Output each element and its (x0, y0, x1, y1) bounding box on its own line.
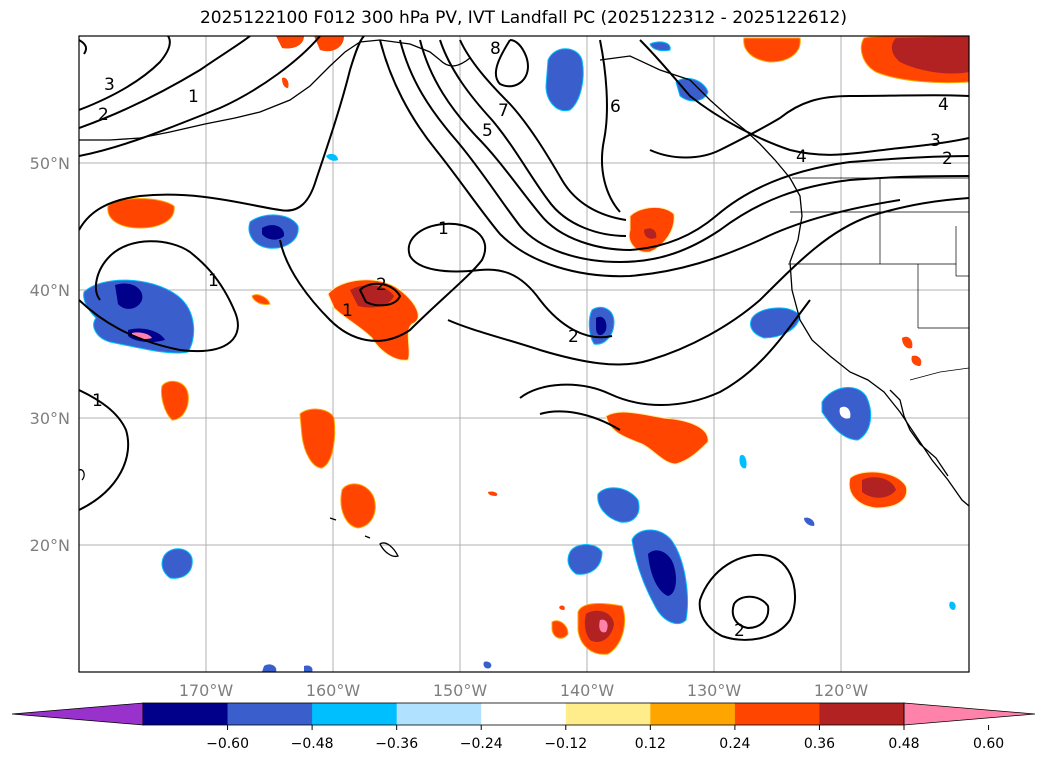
lon-label: 150°W (433, 681, 488, 700)
colorbar-segment (312, 703, 398, 725)
contour-label: 3 (930, 131, 941, 151)
colorbar-segment (650, 703, 736, 725)
lon-label: 120°W (814, 681, 869, 700)
colorbar-segment (481, 703, 567, 725)
colorbar-tick-label: 0.48 (888, 736, 919, 752)
lon-label: 170°W (179, 681, 234, 700)
contour-label: 2 (942, 149, 953, 169)
map-title: 2025122100 F012 300 hPa PV, IVT Landfall… (199, 8, 847, 28)
pv-contours (79, 36, 969, 641)
lat-label: 30°N (30, 409, 70, 428)
contour-label: 1 (92, 391, 103, 411)
contour-label: 2 (734, 621, 745, 641)
colorbar-tick-label: 0.24 (719, 736, 750, 752)
longitude-labels: 170°W 160°W 150°W 140°W 130°W 120°W (179, 681, 869, 700)
contour-label: 4 (796, 147, 807, 167)
colorbar-extend-high (903, 702, 1036, 726)
colorbar-ticks: −0.60 −0.48 −0.36 −0.24 −0.12 0.12 0.24 0.36 0.4… (206, 725, 1004, 752)
colorbar-frame (142, 702, 905, 726)
pv-anomaly-fill (83, 36, 969, 672)
state-borders (788, 177, 969, 381)
lon-label: 130°W (687, 681, 742, 700)
contour-label: 1 (208, 271, 219, 291)
contour-label: 1 (188, 87, 199, 107)
lat-label: 20°N (30, 536, 70, 555)
contour-label: 2 (568, 327, 579, 347)
colorbar (11, 702, 1036, 726)
lat-label: 50°N (30, 154, 70, 173)
colorbar-tick-label: −0.24 (460, 736, 503, 752)
colorbar-tick-label: −0.12 (544, 736, 587, 752)
colorbar-segment (227, 703, 313, 725)
contour-label: 4 (938, 95, 949, 115)
colorbar-segment (565, 703, 651, 725)
contour-label: 5 (482, 121, 493, 141)
colorbar-segment (819, 703, 905, 725)
coastlines (79, 39, 969, 558)
contour-labels: 3 2 1 8 7 5 6 4 3 2 4 1 1 2 1 2 1 2 (92, 39, 953, 641)
latitude-labels: 50°N 40°N 30°N 20°N (30, 154, 70, 555)
lon-label: 160°W (306, 681, 361, 700)
contour-label: 8 (490, 39, 501, 59)
contour-label: 2 (376, 275, 387, 295)
map-frame (78, 35, 970, 673)
contour-label: 1 (342, 301, 353, 321)
lon-label: 140°W (560, 681, 615, 700)
contour-label: 1 (438, 219, 449, 239)
colorbar-segment (734, 703, 820, 725)
contour-label: 2 (98, 105, 109, 125)
colorbar-extend-low (11, 702, 144, 726)
contour-label: 7 (498, 101, 509, 121)
colorbar-tick-label: −0.36 (375, 736, 418, 752)
colorbar-tick-label: −0.48 (291, 736, 334, 752)
contour-label: 6 (610, 97, 621, 117)
colorbar-segment (143, 703, 229, 725)
colorbar-tick-label: 0.60 (973, 736, 1004, 752)
lat-label: 40°N (30, 281, 70, 300)
colorbar-segment (396, 703, 482, 725)
map-area (79, 36, 969, 672)
contour-label: 3 (104, 75, 115, 95)
colorbar-tick-label: −0.60 (206, 736, 249, 752)
colorbar-tick-label: 0.12 (635, 736, 666, 752)
colorbar-tick-label: 0.36 (804, 736, 835, 752)
